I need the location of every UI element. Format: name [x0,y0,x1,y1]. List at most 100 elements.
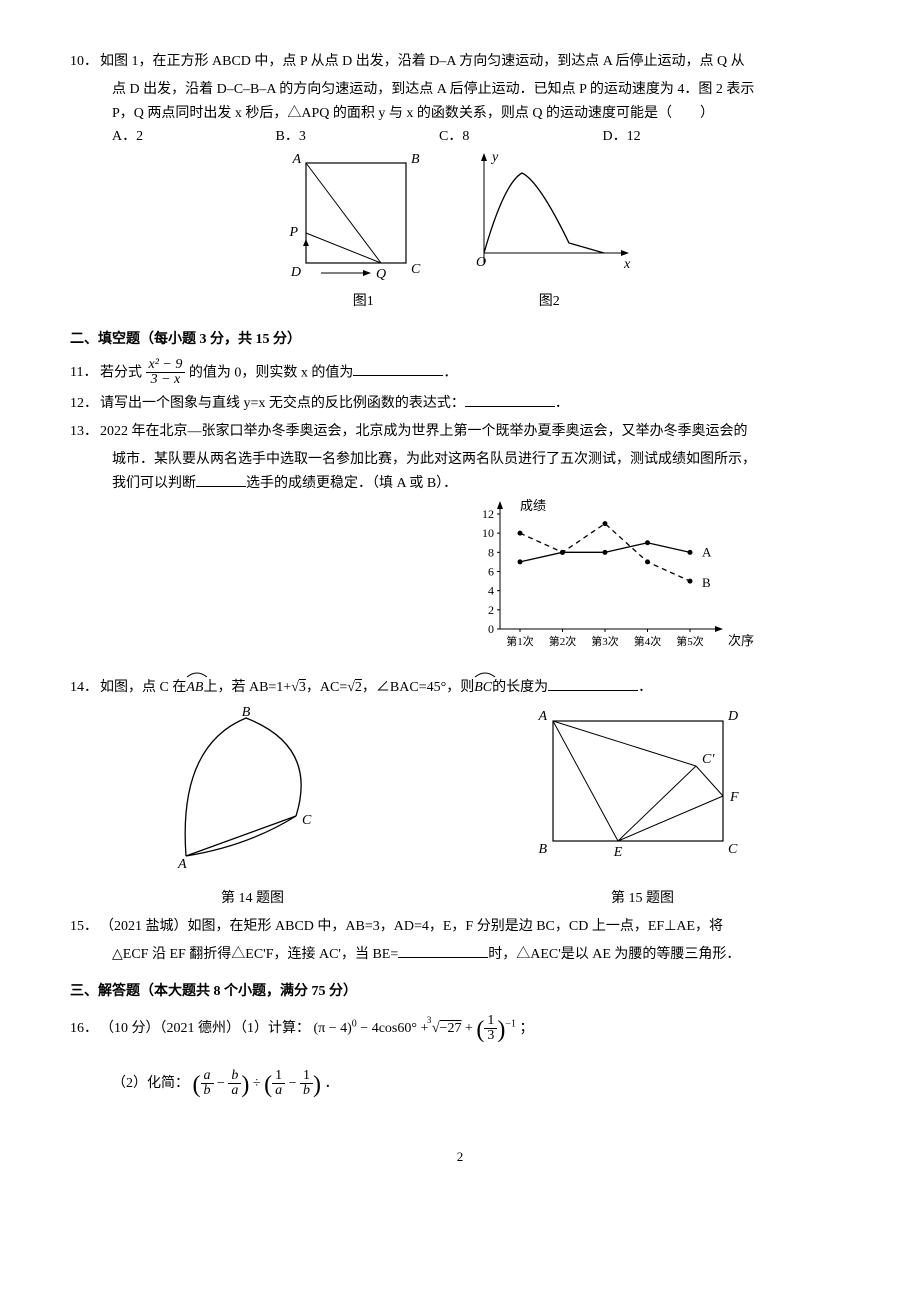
f2d: a [228,1084,241,1099]
q10-fig1-cap: 图1 [286,290,441,314]
f1d: b [201,1084,214,1099]
q11-pre: 若分式 [100,365,146,380]
q12-text: 请写出一个图象与直线 y=x 无交点的反比例函数的表达式： [100,396,465,411]
fig14-svg: A B C [168,706,338,876]
q14-number: 14． [70,676,100,700]
fig15-svg: A D B C E F C' [533,706,753,876]
fig1-label-a: A [291,153,301,167]
f4d: b [300,1084,313,1099]
q10-number: 10． [70,50,100,74]
fig14-B: B [241,706,250,720]
arrow-q-head [363,270,371,276]
fig15-E: E [612,845,622,860]
question-14: 14．如图，点 C 在AB上，若 AB=1+√3，AC=√2，∠BAC=45°，… [70,676,850,700]
q10-opt-c: C．8 [439,125,599,149]
section-2-title: 二、填空题（每小题 3 分，共 15 分） [70,328,850,352]
f3d: a [272,1084,285,1099]
svg-text:第4次: 第4次 [634,634,662,648]
fig14-cap: 第 14 题图 [168,887,338,911]
svg-text:10: 10 [482,527,494,541]
q15-line2b: 时，△AEC'是以 AE 为腰的等腰三角形． [488,947,740,962]
question-11: 11．若分式 x² − 93 − x 的值为 0，则实数 x 的值为． [70,358,850,388]
svg-text:2: 2 [488,603,494,617]
q12-blank[interactable] [465,392,555,407]
q16-end1: ； [520,1021,534,1036]
q14-sqrt3: 3 [299,680,306,695]
svg-text:第5次: 第5次 [676,634,704,648]
q11-post: 的值为 0，则实数 x 的值为 [185,365,353,380]
fig2-O: O [476,255,486,270]
fig2-x: x [623,257,631,272]
q16-part2: （2）化简： (ab − ba) ÷ (1a − 1b) ． [70,1065,850,1106]
question-10: 10．如图 1，在正方形 ABCD 中，点 P 从点 D 出发，沿着 D–A 方… [70,50,850,74]
q14-pre: 如图，点 C 在 [100,680,186,695]
svg-text:8: 8 [488,546,494,560]
y-axis-arrow [481,153,487,161]
q14-blank[interactable] [548,676,638,691]
q10-line1: 如图 1，在正方形 ABCD 中，点 P 从点 D 出发，沿着 D–A 方向匀速… [100,54,745,69]
q13-line3: 我们可以判断选手的成绩更稳定．（填 A 或 B）． [70,472,850,496]
q14-15-figures: A B C 第 14 题图 A D B C E F C' 第 15 题图 [70,706,850,911]
svg-text:第3次: 第3次 [591,634,619,648]
x-axis-arrow [621,250,629,256]
line-CpF [696,766,723,796]
arc-ab-text: AB [186,680,203,695]
q10-fig1-svg: A B C D P Q [286,153,441,288]
arrow-p-head [303,239,309,246]
fig15-D: D [727,709,738,724]
q13-line3b: 选手的成绩更稳定．（填 A 或 B）． [246,476,457,491]
q10-opt-d: D．12 [603,125,763,149]
arc-bc-text: BC [474,680,492,695]
q10-opt-a: A．2 [112,125,272,149]
cube-root: 3√−27 [432,1017,462,1041]
question-15: 15．（2021 盐城）如图，在矩形 ABCD 中，AB=3，AD=4，E，F … [70,915,850,939]
q16-p2: − 4cos60° + [357,1021,432,1036]
svg-text:次序: 次序 [728,633,754,648]
q10-opt-b: B．3 [276,125,436,149]
q16-intro: （10 分）（2021 德州）（1）计算： [100,1021,310,1036]
question-13: 13．2022 年在北京—张家口举办冬季奥运会，北京成为世界上第一个既举办夏季奥… [70,420,850,444]
q16-p3: + [461,1021,476,1036]
q16-cuberoot: −27 [440,1021,462,1036]
line-AE [553,721,618,841]
square-abcd [306,163,406,263]
svg-text:成绩: 成绩 [520,499,546,513]
q11-end: ． [443,365,457,380]
fig15-cap: 第 15 题图 [533,887,753,911]
q13-blank[interactable] [196,472,246,487]
q16-p3-den: 3 [484,1029,497,1044]
q14-mid3: ，∠BAC=45°，则 [362,680,474,695]
q15-line1: （2021 盐城）如图，在矩形 ABCD 中，AB=3，AD=4，E，F 分别是… [100,919,723,934]
svg-text:12: 12 [482,507,494,521]
f4n: 1 [300,1069,313,1085]
line-ECp [618,766,696,841]
q14-end: ． [638,680,652,695]
q15-number: 15． [70,915,100,939]
q16-number: 16． [70,1017,100,1041]
section-3-title: 三、解答题（本大题共 8 个小题，满分 75 分） [70,980,850,1004]
q16-expr: (π − 4)0 − 4cos60° + 3√−27 + (13)−1 [314,1021,520,1036]
svg-text:A: A [702,545,712,560]
q16-part2-label: （2）化简： [112,1076,189,1091]
q14-post: 的长度为 [492,680,548,695]
q10-line2: 点 D 出发，沿着 D–C–B–A 的方向匀速运动，到达点 A 后停止运动．已知… [70,78,850,102]
f1n: a [201,1069,214,1085]
q11-number: 11． [70,361,100,385]
q11-frac-den: 3 − x [146,373,186,388]
svg-text:4: 4 [488,584,494,598]
fig2-y: y [490,153,499,165]
q16-p3-exp: −1 [505,1018,516,1029]
q15-line2a: △ECF 沿 EF 翻折得△EC'F，连接 AC'，当 BE= [112,947,398,962]
q13-number: 13． [70,420,100,444]
q12-end: ． [555,396,569,411]
svg-text:第1次: 第1次 [506,634,534,648]
fig1-label-d: D [290,265,301,280]
q16-p3-num: 1 [484,1014,497,1030]
q10-fig2-cap: 图2 [464,290,634,314]
fig15-rect [553,721,723,841]
question-16: 16．（10 分）（2021 德州）（1）计算： (π − 4)0 − 4cos… [70,1010,850,1051]
q15-blank[interactable] [398,943,488,958]
q13-line2: 城市．某队要从两名选手中选取一名参加比赛，为此对这两名队员进行了五次测试，测试成… [70,448,850,472]
fig14-line-ac [186,816,296,856]
q11-blank[interactable] [353,361,443,376]
